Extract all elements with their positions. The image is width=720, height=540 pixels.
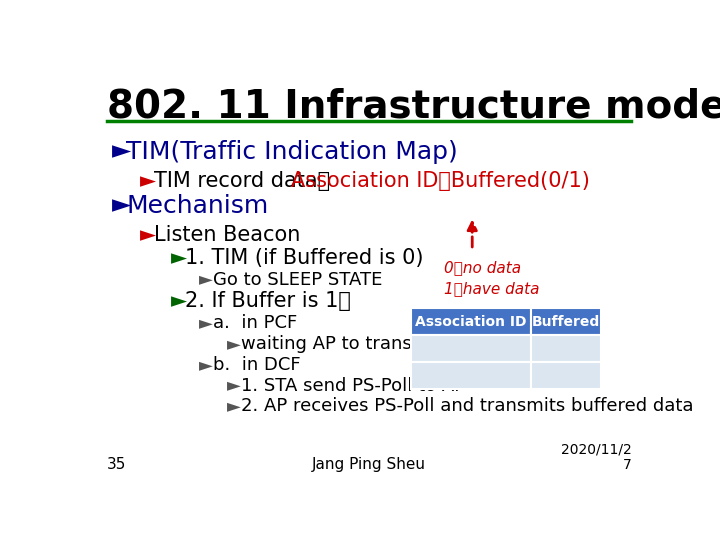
FancyBboxPatch shape [531, 362, 600, 389]
Text: ►: ► [227, 377, 240, 395]
Text: Jang Ping Sheu: Jang Ping Sheu [312, 457, 426, 472]
Text: Association ID、Buffered(0/1): Association ID、Buffered(0/1) [291, 171, 590, 191]
Text: 1. TIM (if Buffered is 0): 1. TIM (if Buffered is 0) [185, 248, 423, 268]
Text: 0：no data: 0：no data [444, 260, 521, 275]
FancyBboxPatch shape [531, 335, 600, 362]
Text: ►: ► [199, 356, 212, 374]
Text: ►: ► [112, 140, 132, 164]
FancyBboxPatch shape [411, 308, 531, 335]
Text: 802. 11 Infrastructure mode的省電模式: 802. 11 Infrastructure mode的省電模式 [107, 87, 720, 126]
Text: ►: ► [199, 271, 212, 288]
Text: ►: ► [171, 292, 187, 312]
Text: 1：have data: 1：have data [444, 281, 540, 296]
Text: ►: ► [112, 194, 132, 218]
Text: Go to SLEEP STATE: Go to SLEEP STATE [213, 271, 382, 288]
Text: ►: ► [140, 225, 156, 245]
Text: Listen Beacon: Listen Beacon [154, 225, 300, 245]
Text: ►: ► [227, 397, 240, 415]
Text: Buffered: Buffered [531, 315, 600, 328]
Text: TIM record data：: TIM record data： [154, 171, 330, 191]
Text: 35: 35 [107, 457, 126, 472]
FancyBboxPatch shape [411, 335, 531, 362]
FancyBboxPatch shape [411, 362, 531, 389]
Text: Association ID: Association ID [415, 315, 526, 328]
Text: Mechanism: Mechanism [126, 194, 269, 218]
Text: 2020/11/2
7: 2020/11/2 7 [560, 442, 631, 472]
Text: ►: ► [227, 335, 240, 353]
Text: ►: ► [171, 248, 187, 268]
FancyBboxPatch shape [531, 308, 600, 335]
Text: ►: ► [140, 171, 156, 191]
Text: 2. AP receives PS-Poll and transmits buffered data: 2. AP receives PS-Poll and transmits buf… [240, 397, 693, 415]
Text: 2. If Buffer is 1：: 2. If Buffer is 1： [185, 292, 351, 312]
Text: 1. STA send PS-Poll to AP: 1. STA send PS-Poll to AP [240, 377, 465, 395]
Text: ►: ► [199, 314, 212, 332]
Text: TIM(Traffic Indication Map): TIM(Traffic Indication Map) [126, 140, 458, 164]
Text: b.  in DCF: b. in DCF [213, 356, 300, 374]
Text: a.  in PCF: a. in PCF [213, 314, 297, 332]
Text: waiting AP to transmit data: waiting AP to transmit data [240, 335, 487, 353]
